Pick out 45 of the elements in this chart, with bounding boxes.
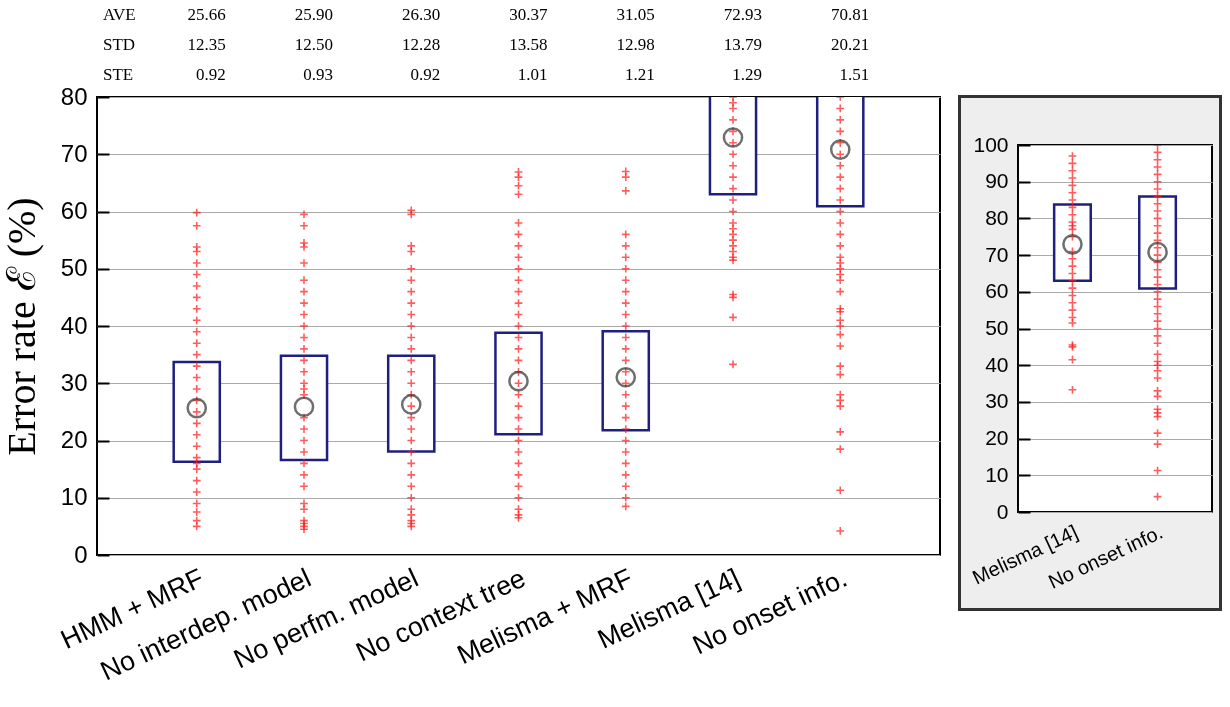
text: 25.66 <box>187 5 226 24</box>
text: 72.93 <box>723 5 762 24</box>
text: 13.79 <box>723 35 762 54</box>
text: 20.21 <box>831 35 870 54</box>
text: 0.92 <box>410 65 441 84</box>
y-tick-label: 40 <box>60 311 88 339</box>
text: 1.01 <box>517 65 548 84</box>
text: STE <box>103 65 134 84</box>
text: 13.58 <box>509 35 548 54</box>
y-tick-label: 20 <box>985 426 1009 450</box>
text: 26.30 <box>402 5 441 24</box>
y-tick-label: 0 <box>996 499 1009 523</box>
text: 12.50 <box>294 35 333 54</box>
text: 0.93 <box>303 65 333 84</box>
y-tick-label: 20 <box>60 426 88 453</box>
text: AVE <box>103 5 136 24</box>
text: 12.35 <box>187 35 226 54</box>
text: 25.90 <box>294 5 333 24</box>
text: 1.51 <box>839 65 870 84</box>
y-tick-label: 80 <box>60 82 88 110</box>
text: STD <box>103 35 136 54</box>
text: 12.28 <box>402 35 441 54</box>
y-tick-label: 70 <box>985 242 1009 266</box>
y-tick-label: 100 <box>973 132 1009 156</box>
text: 70.81 <box>831 5 870 24</box>
text: 31.05 <box>616 5 655 24</box>
y-tick-label: 80 <box>985 205 1009 229</box>
y-tick-label: 10 <box>60 483 88 511</box>
y-tick-label: 30 <box>60 368 88 396</box>
y-tick-label: 40 <box>985 352 1009 376</box>
text: 0.92 <box>195 65 226 84</box>
y-tick-label: 50 <box>985 316 1009 339</box>
text: 12.98 <box>616 35 655 54</box>
text: 30.37 <box>509 5 548 24</box>
y-tick-label: 90 <box>985 169 1009 193</box>
text: 1.29 <box>732 65 762 84</box>
y-tick-label: 0 <box>74 540 88 568</box>
y-tick-label: 60 <box>985 279 1009 303</box>
y-tick-label: 60 <box>60 197 88 224</box>
y-tick-label: 10 <box>985 462 1009 486</box>
y-tick-label: 50 <box>60 254 88 282</box>
y-tick-label: 70 <box>60 139 88 167</box>
text: 1.21 <box>625 65 655 84</box>
y-axis-title: Error rate ℰ (%) <box>0 197 44 456</box>
y-tick-label: 30 <box>985 389 1009 413</box>
